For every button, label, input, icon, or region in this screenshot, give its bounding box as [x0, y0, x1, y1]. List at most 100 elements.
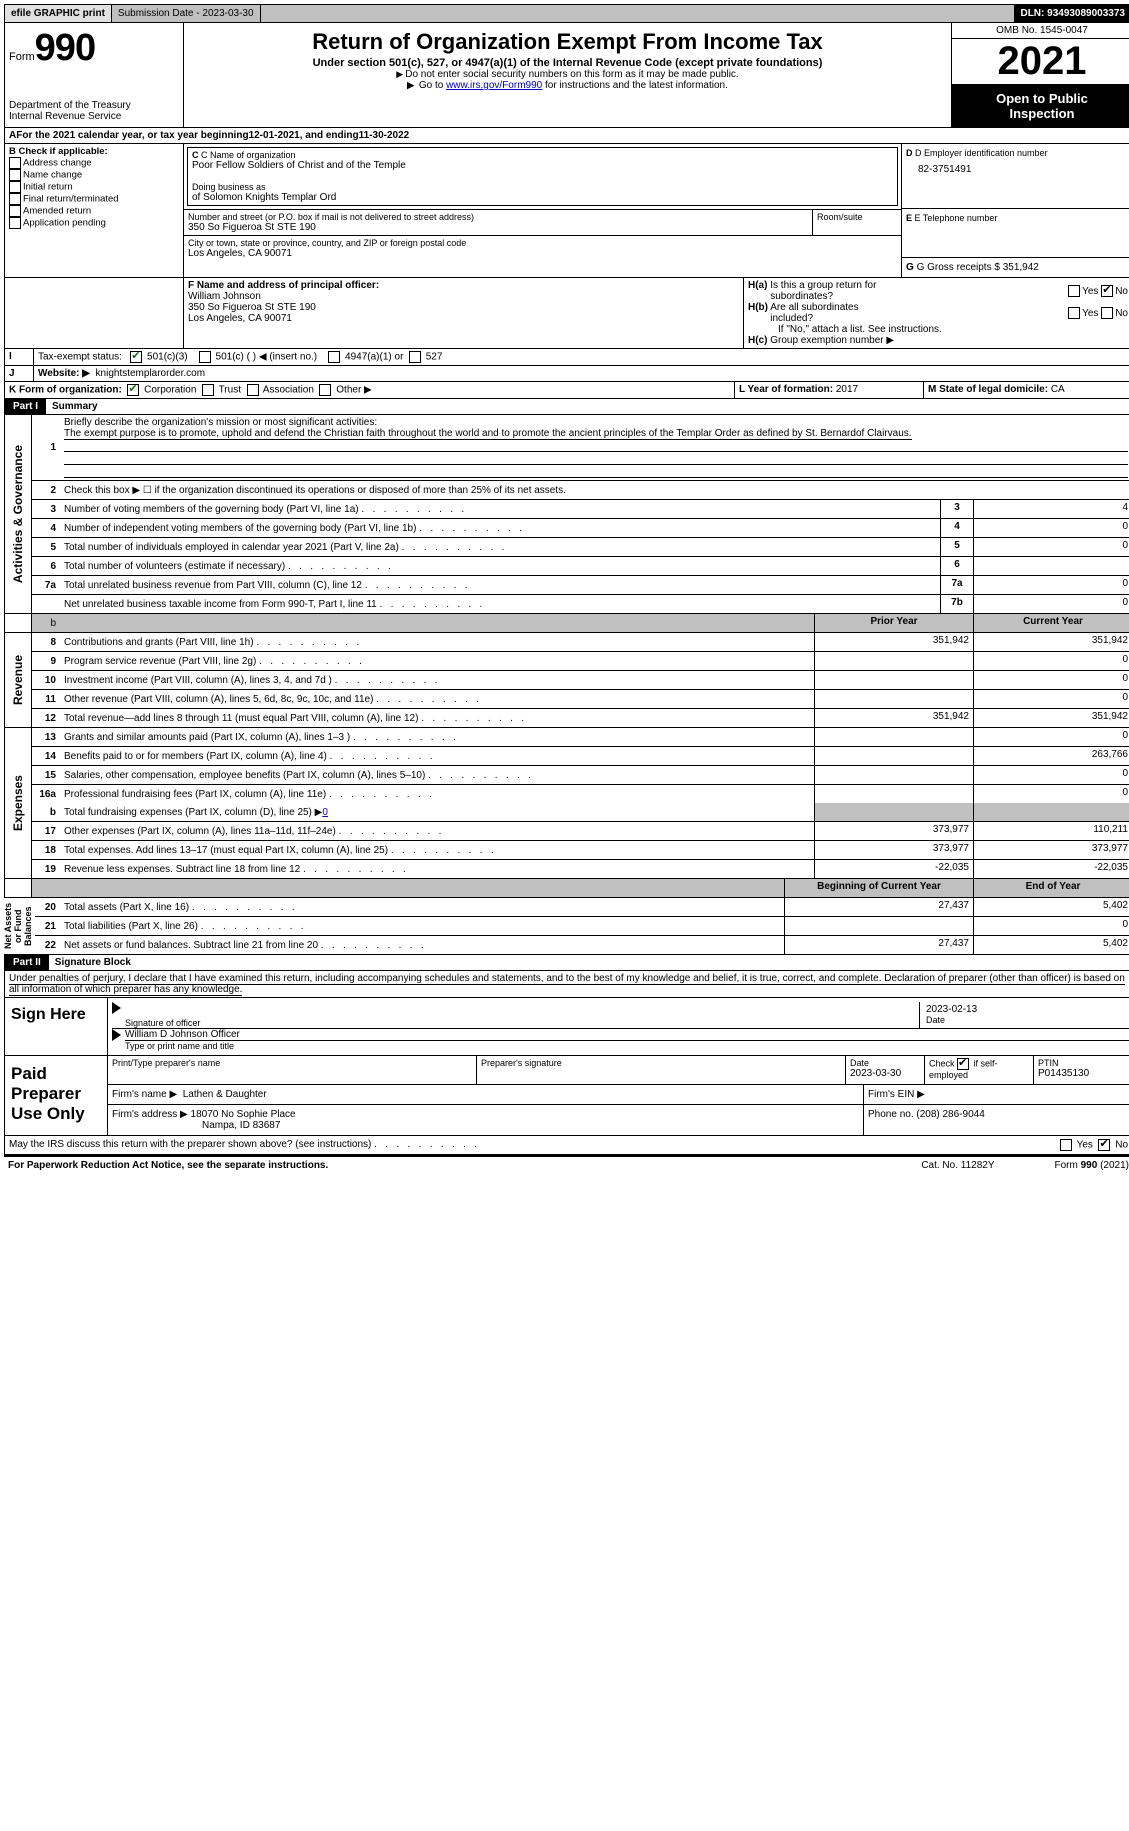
b-label: B Check if applicable: [9, 146, 179, 157]
chk-other[interactable] [319, 384, 331, 396]
chk-address[interactable]: Address change [9, 157, 179, 169]
revenue-line: 11Other revenue (Part VIII, column (A), … [32, 690, 1129, 709]
ha-no[interactable] [1101, 285, 1113, 297]
chk-4947[interactable] [328, 351, 340, 363]
section-f-h: F Name and address of principal officer:… [4, 278, 1129, 349]
sign-here-section: Sign Here Signature of officer 2023-02-1… [4, 998, 1129, 1056]
city-label: City or town, state or province, country… [188, 238, 897, 248]
chk-initial[interactable]: Initial return [9, 181, 179, 193]
declaration-text: Under penalties of perjury, I declare th… [4, 971, 1129, 998]
expense-line: 17Other expenses (Part IX, column (A), l… [32, 822, 1129, 841]
hdr-begin-year: Beginning of Current Year [784, 879, 973, 897]
revenue-section: Revenue 8Contributions and grants (Part … [4, 633, 1129, 728]
efile-button[interactable]: efile GRAPHIC print [5, 5, 112, 22]
chk-assoc[interactable] [247, 384, 259, 396]
netassets-section: Net Assets or Fund Balances 20Total asse… [4, 898, 1129, 955]
ha-label: H(a) Is this a group return for subordin… [748, 280, 1068, 302]
officer-addr1: 350 So Figueroa St STE 190 [188, 302, 739, 313]
chk-amended[interactable]: Amended return [9, 205, 179, 217]
hdr-prior-year: Prior Year [814, 614, 973, 632]
e-label: E E Telephone number [906, 213, 1128, 223]
part2-header: Part II Signature Block [4, 955, 1129, 971]
hb-yes[interactable] [1068, 307, 1080, 319]
prep-sig-label: Preparer's signature [481, 1058, 841, 1068]
note-link: Go to www.irs.gov/Form990 for instructio… [188, 80, 947, 91]
summary-line: 7aTotal unrelated business revenue from … [32, 576, 1129, 595]
chk-final[interactable]: Final return/terminated [9, 193, 179, 205]
chk-501c[interactable] [199, 351, 211, 363]
firm-name: Lathen & Daughter [183, 1089, 267, 1100]
ein-value: 82-3751491 [906, 158, 1128, 175]
vlabel-netassets: Net Assets or Fund Balances [1, 898, 35, 954]
vlabel-activities: Activities & Governance [9, 441, 27, 587]
room-label: Room/suite [817, 212, 897, 222]
part1-header: Part I Summary [4, 399, 1129, 415]
expense-line: 19Revenue less expenses. Subtract line 1… [32, 860, 1129, 878]
section-b-to-g: B Check if applicable: Address change Na… [4, 144, 1129, 278]
website-value: knightstemplarorder.com [96, 368, 206, 379]
note-ssn: Do not enter social security numbers on … [188, 69, 947, 80]
form-title: Return of Organization Exempt From Incom… [188, 29, 947, 55]
g-label: G Gross receipts $ [917, 262, 1003, 273]
chk-corp[interactable] [127, 384, 139, 396]
submission-date: Submission Date - 2023-03-30 [112, 5, 261, 22]
hb-note: If "No," attach a list. See instructions… [748, 324, 1128, 335]
org-name: Poor Fellow Soldiers of Christ and of th… [192, 160, 893, 171]
netassets-line: 22Net assets or fund balances. Subtract … [32, 936, 1129, 954]
summary-line: 3Number of voting members of the governi… [32, 500, 1129, 519]
chk-name[interactable]: Name change [9, 169, 179, 181]
addr-label: Number and street (or P.O. box if mail i… [188, 212, 808, 222]
summary-line: Net unrelated business taxable income fr… [32, 595, 1129, 613]
ha-yes[interactable] [1068, 285, 1080, 297]
officer-addr2: Los Angeles, CA 90071 [188, 313, 739, 324]
discuss-no[interactable] [1098, 1139, 1110, 1151]
section-k: K Form of organization: Corporation Trus… [4, 382, 1129, 399]
self-employed-check[interactable]: Check if self-employed [925, 1056, 1034, 1084]
dba-value: of Solomon Knights Templar Ord [192, 192, 893, 203]
section-i: I Tax-exempt status: 501(c)(3) 501(c) ( … [4, 349, 1129, 366]
prep-print-label: Print/Type preparer's name [112, 1058, 472, 1068]
firm-addr2: Nampa, ID 83687 [202, 1120, 280, 1131]
firm-phone: (208) 286-9044 [916, 1109, 984, 1120]
netassets-header: Beginning of Current Year End of Year [4, 879, 1129, 898]
expense-line: 14Benefits paid to or for members (Part … [32, 747, 1129, 766]
d-label: D D Employer identification number [906, 148, 1128, 158]
vlabel-revenue: Revenue [9, 651, 27, 709]
chk-trust[interactable] [202, 384, 214, 396]
form-number: Form990 [9, 27, 179, 70]
f-label: F Name and address of principal officer: [188, 280, 739, 291]
g-value: 351,942 [1003, 262, 1039, 273]
revenue-line: 9Program service revenue (Part VIII, lin… [32, 652, 1129, 671]
chk-527[interactable] [409, 351, 421, 363]
discuss-yes[interactable] [1060, 1139, 1072, 1151]
line2-text: Check this box ▶ ☐ if the organization d… [60, 483, 1129, 498]
hb-label: H(b) Are all subordinates included? [748, 302, 1068, 324]
firm-addr1: 18070 No Sophie Place [191, 1109, 296, 1120]
summary-line: 4Number of independent voting members of… [32, 519, 1129, 538]
section-j: J Website: ▶ knightstemplarorder.com [4, 366, 1129, 382]
arrow-icon [112, 1029, 121, 1041]
omb-label: OMB No. 1545-0047 [952, 23, 1129, 39]
dln-label: DLN: 93493089003373 [1014, 5, 1129, 22]
year-formation: 2017 [836, 384, 858, 395]
hdr-current-year: Current Year [973, 614, 1129, 632]
revenue-line: 8Contributions and grants (Part VIII, li… [32, 633, 1129, 652]
expense-line: 16aProfessional fundraising fees (Part I… [32, 785, 1129, 803]
hdr-end-year: End of Year [973, 879, 1129, 897]
expenses-section: Expenses 13Grants and similar amounts pa… [4, 728, 1129, 879]
ptin-value: P01435130 [1038, 1068, 1128, 1079]
netassets-line: 21Total liabilities (Part X, line 26)0 [32, 917, 1129, 936]
expense-line: 13Grants and similar amounts paid (Part … [32, 728, 1129, 747]
expense-line: 18Total expenses. Add lines 13–17 (must … [32, 841, 1129, 860]
hb-no[interactable] [1101, 307, 1113, 319]
print-name-label: Type or print name and title [125, 1041, 1129, 1051]
chk-pending[interactable]: Application pending [9, 217, 179, 229]
fundraising-link[interactable]: 0 [322, 807, 328, 818]
netassets-line: 20Total assets (Part X, line 16)27,4375,… [32, 898, 1129, 917]
chk-501c3[interactable] [130, 351, 142, 363]
irs-link[interactable]: www.irs.gov/Form990 [446, 80, 542, 91]
prep-date: 2023-03-30 [850, 1068, 920, 1079]
part1-body: Activities & Governance 1 Briefly descri… [4, 415, 1129, 614]
hc-label: H(c) Group exemption number ▶ [748, 335, 1128, 346]
top-bar: efile GRAPHIC print Submission Date - 20… [4, 4, 1129, 23]
